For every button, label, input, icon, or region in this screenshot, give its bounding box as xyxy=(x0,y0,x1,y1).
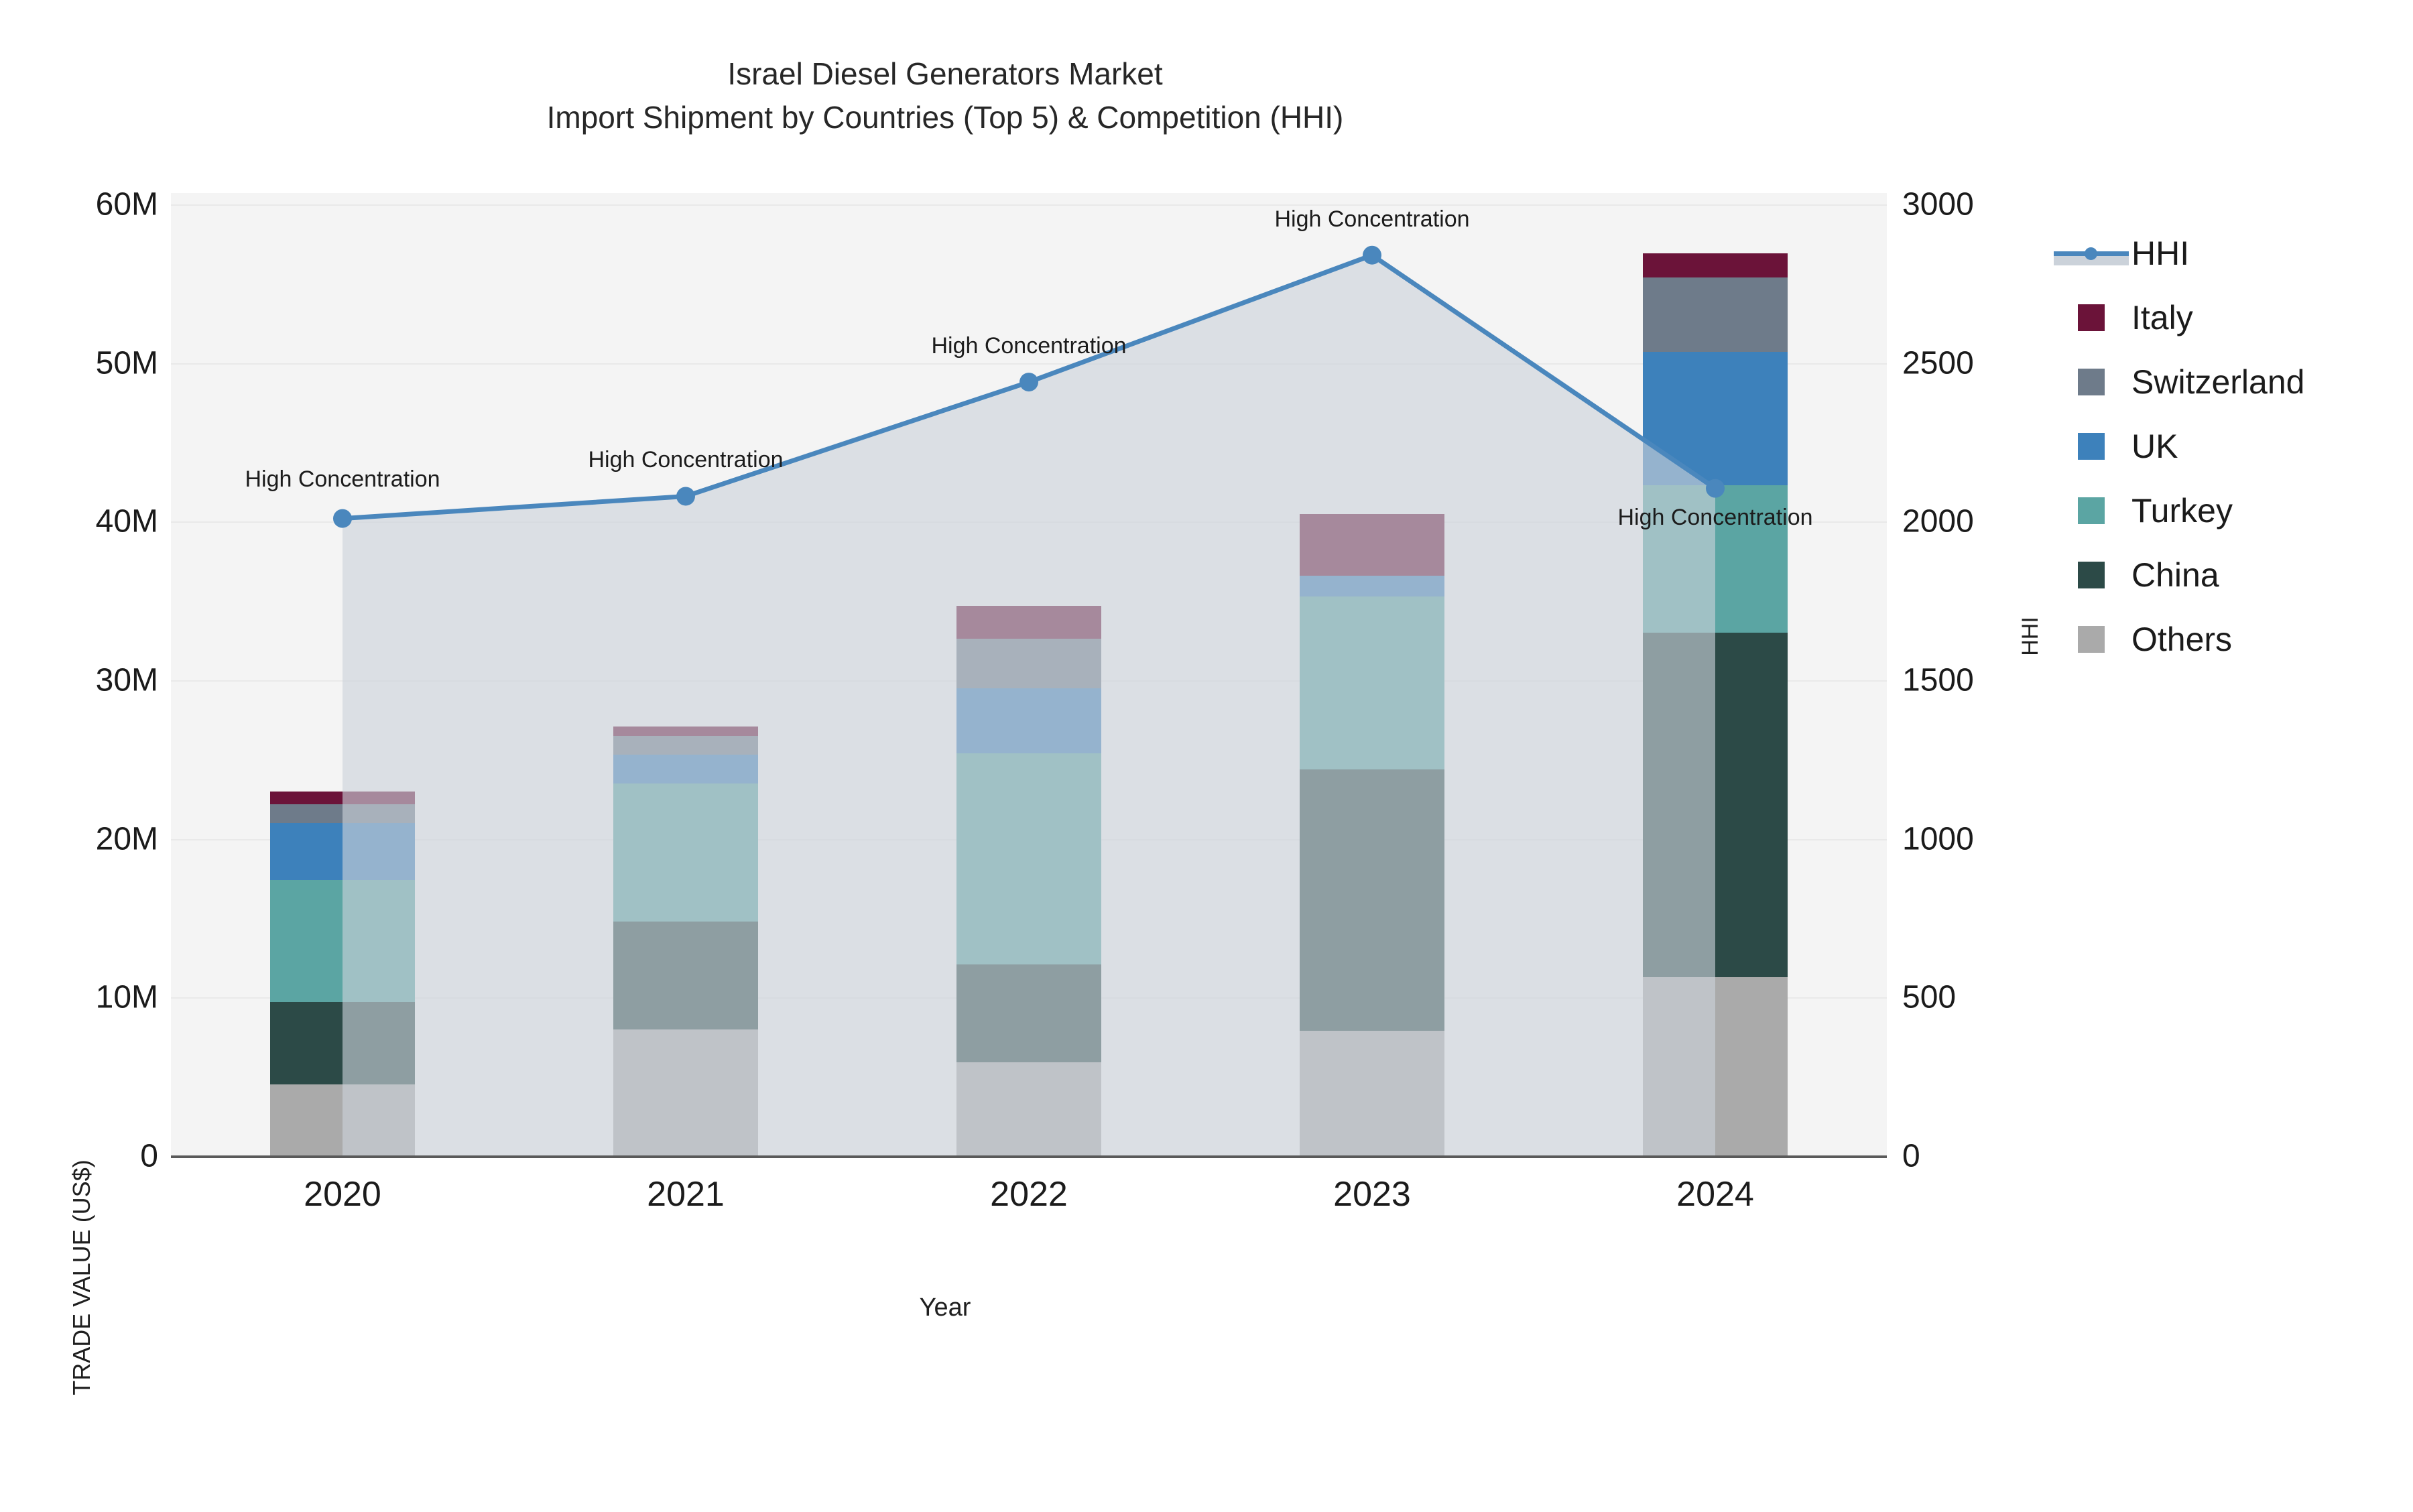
y-axis-left-tick-label: 20M xyxy=(95,821,158,857)
chart-title: Israel Diesel Generators Market Import S… xyxy=(0,52,1890,140)
y-axis-right-tick-label: 1000 xyxy=(1902,821,1974,857)
legend-label: Turkey xyxy=(2131,492,2233,529)
x-axis-title: Year xyxy=(919,1294,971,1322)
y-axis-right-tick-label: 500 xyxy=(1902,979,1957,1015)
y-axis-left-ticks: 0 10M 20M 30M 40M 50M 60M xyxy=(95,186,158,1174)
gridline xyxy=(171,363,1887,365)
hhi-data-point[interactable] xyxy=(676,487,695,506)
legend-swatch-icon xyxy=(2078,626,2105,653)
y-axis-left-tick-label: 60M xyxy=(95,186,158,223)
x-axis-tick-label-2020: 2020 xyxy=(304,1175,381,1214)
y-axis-left-tick-label: 0 xyxy=(140,1138,158,1174)
x-axis-tick-label-2024: 2024 xyxy=(1676,1175,1754,1214)
legend-line-fill xyxy=(2054,255,2129,265)
legend-item-others[interactable]: Others xyxy=(2051,607,2304,672)
y-axis-left-tick-label: 40M xyxy=(95,503,158,540)
legend-label: China xyxy=(2131,556,2219,594)
legend-swatch-icon xyxy=(2078,433,2105,460)
hhi-annotation: High Concentration xyxy=(1274,206,1470,232)
y-axis-right-tick-label: 0 xyxy=(1902,1138,1920,1174)
legend-swatch-icon xyxy=(2078,369,2105,395)
legend-swatch-wrap xyxy=(2051,562,2131,588)
x-axis-tick-label-2023: 2023 xyxy=(1333,1175,1411,1214)
legend-label: Switzerland xyxy=(2131,363,2305,401)
legend-line-dot-icon xyxy=(2085,247,2097,260)
chart-subtitle-line-2: Import Shipment by Countries (Top 5) & C… xyxy=(546,100,1344,135)
chart-title-line-1: Israel Diesel Generators Market xyxy=(727,56,1163,91)
legend-swatch-wrap xyxy=(2051,304,2131,331)
hhi-annotation: High Concentration xyxy=(1617,504,1813,530)
hhi-annotation: High Concentration xyxy=(588,447,784,473)
hhi-data-point[interactable] xyxy=(1363,245,1381,265)
legend-swatch-wrap xyxy=(2051,626,2131,653)
legend-swatch-wrap xyxy=(2051,433,2131,460)
y-axis-right-tick-label: 2000 xyxy=(1902,503,1974,540)
legend-item-hhi[interactable]: HHI xyxy=(2051,221,2304,286)
chart-figure: Israel Diesel Generators Market Import S… xyxy=(0,52,2304,1395)
y-axis-right-tick-label: 3000 xyxy=(1902,186,1974,223)
legend-item-uk[interactable]: UK xyxy=(2051,414,2304,479)
y-axis-left-tick-label: 50M xyxy=(95,345,158,381)
bar-segment-italy[interactable] xyxy=(1643,253,1788,277)
hhi-data-point[interactable] xyxy=(333,509,352,528)
legend-swatch-icon xyxy=(2078,497,2105,524)
y-axis-left-title: TRADE VALUE (US$) xyxy=(68,1159,95,1395)
hhi-area-fill xyxy=(343,255,1715,1156)
legend-swatch-wrap xyxy=(2051,369,2131,395)
x-axis-tick-label-2021: 2021 xyxy=(647,1175,725,1214)
legend-swatch-wrap xyxy=(2051,497,2131,524)
y-axis-left-tick-label: 30M xyxy=(95,662,158,698)
legend-item-china[interactable]: China xyxy=(2051,543,2304,607)
bar-segment-switzerland[interactable] xyxy=(1643,277,1788,353)
hhi-annotation: High Concentration xyxy=(931,333,1127,359)
legend-label: UK xyxy=(2131,428,2178,465)
y-axis-right-tick-label: 2500 xyxy=(1902,345,1974,381)
legend-item-italy[interactable]: Italy xyxy=(2051,286,2304,350)
legend-line-marker-icon xyxy=(2051,240,2131,267)
legend-swatch-icon xyxy=(2078,562,2105,588)
legend-item-turkey[interactable]: Turkey xyxy=(2051,479,2304,543)
legend-item-switzerland[interactable]: Switzerland xyxy=(2051,350,2304,414)
gridline xyxy=(171,204,1887,206)
hhi-line-overlay xyxy=(333,245,1725,1156)
hhi-data-point[interactable] xyxy=(1019,373,1038,392)
legend: HHI Italy Switzerland UK Turkey China Others xyxy=(2051,221,2304,672)
x-axis-tick-label-2022: 2022 xyxy=(990,1175,1068,1214)
y-axis-right-title: HHI xyxy=(2017,617,2043,656)
legend-label: Others xyxy=(2131,621,2233,658)
hhi-annotation: High Concentration xyxy=(245,466,440,492)
x-axis-line xyxy=(171,1155,1887,1158)
legend-swatch-icon xyxy=(2078,304,2105,331)
y-axis-right-tick-label: 1500 xyxy=(1902,662,1974,698)
y-axis-left-tick-label: 10M xyxy=(95,979,158,1015)
legend-label: HHI xyxy=(2131,235,2190,272)
legend-label: Italy xyxy=(2131,299,2193,336)
hhi-data-point[interactable] xyxy=(1706,479,1725,498)
